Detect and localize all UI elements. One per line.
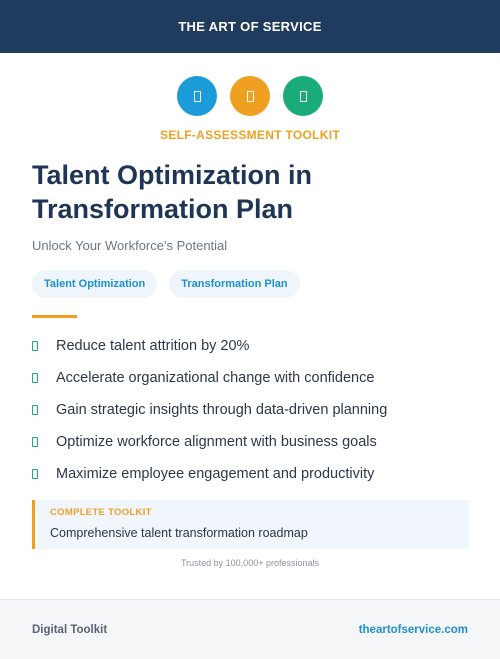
list-item: Maximize employee engagement and product… bbox=[32, 458, 472, 490]
footer-label: Digital Toolkit bbox=[32, 623, 108, 636]
checkmark-icon bbox=[32, 405, 38, 415]
callout-text: Comprehensive talent transformation road… bbox=[50, 526, 308, 540]
icon-circle-orange bbox=[230, 76, 270, 116]
checkmark-icon bbox=[32, 469, 38, 479]
trusted-note: Trusted by 100,000+ professionals bbox=[180, 558, 319, 568]
benefit-text: Accelerate organizational change with co… bbox=[56, 370, 375, 386]
accent-divider bbox=[32, 315, 77, 318]
list-item: Accelerate organizational change with co… bbox=[32, 362, 472, 394]
icon-circle-green bbox=[283, 76, 323, 116]
benefit-text: Reduce talent attrition by 20% bbox=[56, 338, 250, 354]
tag-transformation-plan: Transformation Plan bbox=[169, 270, 300, 298]
document-icon bbox=[246, 90, 254, 102]
icon-circle-blue bbox=[177, 76, 217, 116]
benefit-list: Reduce talent attrition by 20% Accelerat… bbox=[32, 330, 472, 490]
header-bar: THE ART OF SERVICE bbox=[0, 0, 500, 53]
subtitle: Unlock Your Workforce's Potential bbox=[32, 238, 228, 253]
document-icon bbox=[193, 90, 201, 102]
benefit-text: Optimize workforce alignment with busine… bbox=[56, 434, 377, 450]
tag-talent-optimization: Talent Optimization bbox=[32, 270, 158, 298]
list-item: Reduce talent attrition by 20% bbox=[32, 330, 472, 362]
checkmark-icon bbox=[32, 373, 38, 383]
document-icon bbox=[299, 90, 307, 102]
title-line-1: Talent Optimization in bbox=[32, 160, 312, 190]
icon-row bbox=[0, 76, 500, 116]
toolkit-callout: COMPLETE TOOLKIT Comprehensive talent tr… bbox=[32, 500, 469, 549]
page-title: Talent Optimization in Transformation Pl… bbox=[32, 158, 472, 226]
tag-list: Talent Optimization Transformation Plan bbox=[32, 270, 300, 298]
benefit-text: Gain strategic insights through data-dri… bbox=[56, 402, 388, 418]
list-item: Optimize workforce alignment with busine… bbox=[32, 426, 472, 458]
checkmark-icon bbox=[32, 437, 38, 447]
website-link[interactable]: theartofservice.com bbox=[358, 623, 468, 636]
callout-label: COMPLETE TOOLKIT bbox=[50, 507, 152, 518]
title-line-2: Transformation Plan bbox=[32, 194, 294, 224]
list-item: Gain strategic insights through data-dri… bbox=[32, 394, 472, 426]
footer-bar: Digital Toolkit theartofservice.com bbox=[0, 599, 500, 659]
checkmark-icon bbox=[32, 341, 38, 351]
benefit-text: Maximize employee engagement and product… bbox=[56, 466, 375, 482]
brand-name: THE ART OF SERVICE bbox=[178, 19, 322, 34]
kit-label: SELF-ASSESSMENT TOOLKIT bbox=[159, 128, 341, 142]
